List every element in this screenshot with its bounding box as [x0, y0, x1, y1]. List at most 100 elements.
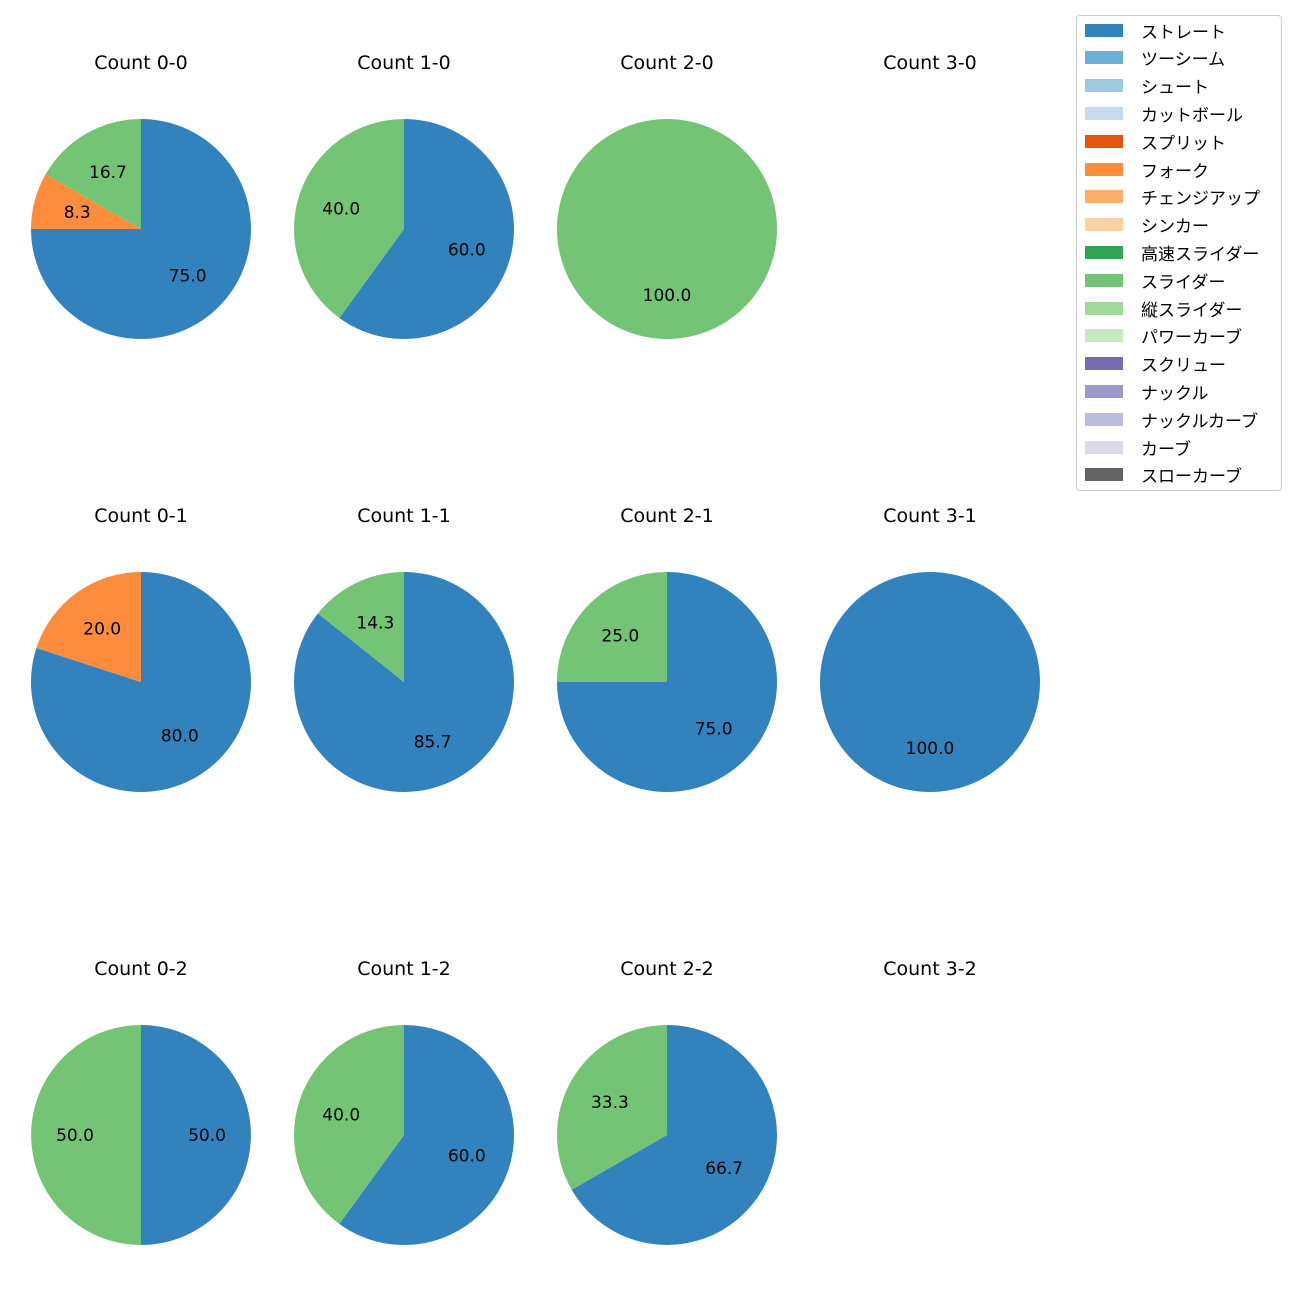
legend-item: スローカーブ [1085, 465, 1242, 488]
legend-label: フォーク [1141, 161, 1209, 182]
legend-label: スプリット [1141, 133, 1226, 154]
pie-slice-count-1-1-1 [317, 572, 404, 682]
legend-label: スローカーブ [1141, 467, 1242, 488]
pie-label-count-1-0-1: 40.0 [322, 200, 360, 220]
legend-label: パワーカーブ [1141, 328, 1242, 349]
pie-slice-count-1-0-1 [293, 119, 404, 318]
legend-item: シュート [1085, 76, 1209, 99]
legend-swatch [1085, 79, 1123, 93]
legend-label: スライダー [1141, 272, 1226, 293]
chart-title-count-0-2: Count 0-2 [94, 958, 188, 980]
legend-swatch [1085, 23, 1123, 37]
legend-item: 高速スライダー [1085, 242, 1260, 265]
pie-label-count-0-2-1: 50.0 [56, 1126, 94, 1146]
legend-label: ストレート [1141, 22, 1226, 43]
legend-item: ナックル [1085, 381, 1209, 404]
legend-label: シュート [1141, 78, 1209, 99]
legend-swatch [1085, 106, 1123, 120]
legend-swatch [1085, 468, 1123, 482]
legend-item: カーブ [1085, 437, 1191, 460]
legend-label: カーブ [1141, 439, 1191, 460]
pie-slice-count-0-0-2 [45, 119, 141, 229]
pie-slice-count-2-0-0 [557, 119, 777, 339]
pie-slice-count-2-2-1 [556, 1025, 667, 1190]
pie-slice-count-0-2-0 [141, 1025, 251, 1245]
legend-label: ナックル [1141, 383, 1209, 404]
chart-title-count-3-0: Count 3-0 [883, 52, 977, 74]
legend-label: カットボール [1141, 105, 1243, 126]
legend-swatch [1085, 190, 1123, 204]
legend-swatch [1085, 245, 1123, 259]
pie-label-count-1-1-0: 85.7 [414, 732, 452, 752]
legend-item: ツーシーム [1085, 48, 1226, 71]
legend-swatch [1085, 301, 1123, 315]
legend-label: シンカー [1141, 217, 1209, 238]
legend-item: 縦スライダー [1085, 298, 1243, 321]
pie-label-count-2-0-0: 100.0 [643, 286, 692, 306]
pie-slice-count-1-0-0 [339, 119, 514, 339]
legend-item: パワーカーブ [1085, 326, 1242, 349]
pie-label-count-2-2-0: 66.7 [705, 1159, 743, 1179]
legend-item: カットボール [1085, 103, 1243, 126]
pie-label-count-2-1-0: 75.0 [695, 720, 733, 740]
legend-item: ナックルカーブ [1085, 409, 1258, 432]
legend-swatch [1085, 357, 1123, 371]
pie-slice-count-3-1-0 [820, 572, 1040, 792]
pie-slice-count-0-0-1 [31, 174, 141, 229]
chart-title-count-3-2: Count 3-2 [883, 958, 977, 980]
legend-swatch [1085, 51, 1123, 65]
chart-title-count-1-2: Count 1-2 [357, 958, 451, 980]
legend-item: チェンジアップ [1085, 187, 1260, 210]
pie-label-count-1-1-1: 14.3 [356, 614, 394, 634]
legend-swatch [1085, 218, 1123, 232]
pie-label-count-0-0-0: 75.0 [169, 267, 207, 287]
chart-title-count-0-1: Count 0-1 [94, 505, 188, 527]
pie-slice-count-2-2-0 [571, 1025, 777, 1245]
pie-slice-count-0-2-1 [31, 1025, 141, 1245]
pie-label-count-0-1-0: 80.0 [161, 726, 199, 746]
legend-item: シンカー [1085, 215, 1209, 238]
legend-label: ナックルカーブ [1141, 411, 1258, 432]
pie-slice-count-2-1-1 [557, 572, 667, 682]
chart-title-count-3-1: Count 3-1 [883, 505, 977, 527]
legend-swatch [1085, 273, 1123, 287]
legend-label: ツーシーム [1141, 50, 1226, 71]
pie-slice-count-1-2-0 [339, 1025, 515, 1246]
chart-title-count-2-1: Count 2-1 [620, 505, 714, 527]
legend-item: フォーク [1085, 159, 1209, 182]
chart-title-count-0-0: Count 0-0 [94, 52, 188, 74]
chart-title-count-2-0: Count 2-0 [620, 52, 714, 74]
chart-title-count-2-2: Count 2-2 [620, 958, 714, 980]
pie-label-count-1-0-0: 60.0 [448, 240, 486, 260]
legend-item: スクリュー [1085, 354, 1226, 377]
chart-title-count-1-1: Count 1-1 [357, 505, 451, 527]
legend-swatch [1085, 162, 1123, 176]
legend-label: 縦スライダー [1141, 300, 1243, 321]
legend-swatch [1085, 412, 1123, 426]
pie-label-count-3-1-0: 100.0 [906, 739, 955, 759]
pie-label-count-1-2-1: 40.0 [322, 1106, 360, 1126]
pie-label-count-0-0-1: 8.3 [64, 203, 91, 223]
legend: ストレートツーシームシュートカットボール スプリットフォークチェンジアップ シンカー… [1076, 15, 1282, 491]
chart-title-count-1-0: Count 1-0 [357, 52, 451, 74]
legend-swatch [1085, 440, 1123, 454]
legend-label: 高速スライダー [1141, 244, 1260, 265]
legend-swatch [1085, 134, 1123, 148]
pie-slice-count-1-1-0 [294, 572, 514, 792]
legend-item: スライダー [1085, 270, 1226, 293]
legend-item: スプリット [1085, 131, 1226, 154]
pie-label-count-0-2-0: 50.0 [188, 1126, 226, 1146]
pie-label-count-2-1-1: 25.0 [601, 626, 639, 646]
pie-label-count-1-2-0: 60.0 [448, 1146, 486, 1166]
legend-swatch [1085, 384, 1123, 398]
pie-label-count-2-2-1: 33.3 [591, 1093, 629, 1113]
legend-item: ストレート [1085, 20, 1226, 43]
legend-swatch [1085, 329, 1123, 343]
legend-label: スクリュー [1141, 356, 1226, 377]
legend-label: チェンジアップ [1141, 189, 1260, 210]
pie-slice-count-1-2-1 [294, 1025, 404, 1224]
pie-label-count-0-1-1: 20.0 [83, 620, 121, 640]
pie-slice-count-0-1-1 [36, 572, 141, 682]
pie-label-count-0-0-2: 16.7 [89, 163, 127, 183]
